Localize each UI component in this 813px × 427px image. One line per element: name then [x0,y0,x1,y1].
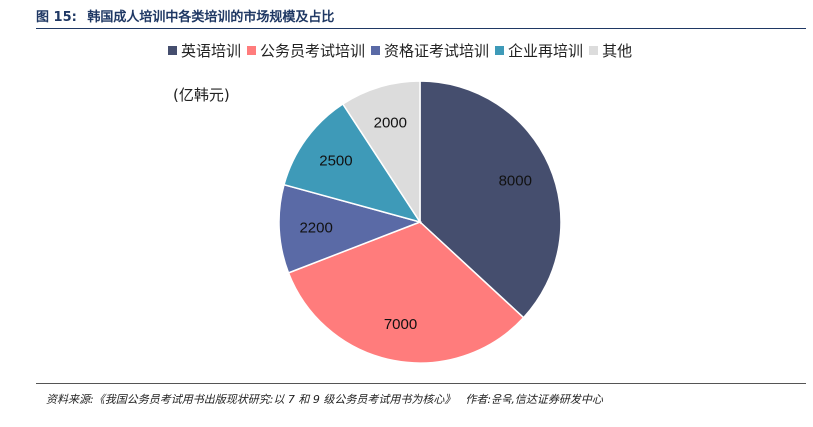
data-label-english: 8000 [499,172,532,189]
legend-swatch-other [589,46,599,55]
pie-slice-corporate [283,102,422,224]
legend-label-civil-service: 公务员考试培训 [260,42,366,60]
legend-swatch-english [168,46,177,55]
legend-item-corporate: 企业再培训 [495,40,583,61]
legend-label-english: 英语培训 [181,42,242,60]
figure-number: 图 15: [36,10,77,25]
figure-title: 韩国成人培训中各类培训的市场规模及占比 [87,10,335,25]
data-label-other: 2000 [374,114,407,131]
data-label-civil-service: 7000 [384,316,417,333]
pie-slice-english [419,80,562,319]
legend-item-civil-service: 公务员考试培训 [247,40,365,61]
data-label-corporate: 2500 [319,153,352,170]
legend-swatch-civil-service [247,46,257,55]
legend-label-corporate: 企业再培训 [508,42,584,60]
unit-label: (亿韩元) [173,86,230,104]
source-note: 资料来源:《我国公务员考试用书出版现状研究:以 7 和 9 级公务员考试用书为核… [46,391,603,407]
legend-item-other: 其他 [589,40,632,61]
chart-legend: 英语培训 公务员考试培训 资格证考试培训 企业再培训 其他 [168,40,638,61]
source-text: 资料来源:《我国公务员考试用书出版现状研究:以 7 和 9 级公务员考试用书为核… [46,393,456,406]
legend-item-english: 英语培训 [168,40,241,61]
legend-label-certification: 资格证考试培训 [384,42,490,60]
figure-title-bar: 图 15: 韩国成人培训中各类培训的市场规模及占比 [36,6,334,25]
pie-slice-other [341,80,421,225]
data-label-certification: 2200 [299,219,332,236]
pie-slice-civil-service [287,221,525,364]
legend-label-other: 其他 [602,42,633,60]
pie-slice-certification [278,183,423,274]
source-divider [36,383,806,384]
author-text: 作者:윤욱,信达证券研发中心 [465,393,603,406]
legend-item-certification: 资格证考试培训 [371,40,489,61]
title-divider [36,28,806,29]
legend-swatch-certification [371,46,381,55]
legend-swatch-corporate [495,46,505,55]
